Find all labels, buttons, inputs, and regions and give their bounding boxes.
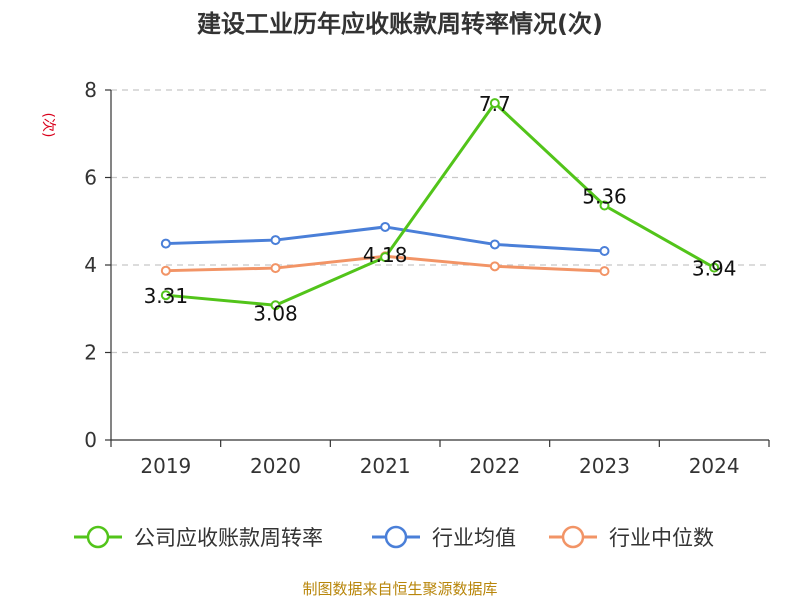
x-tick-label-2020: 2020 [250,454,301,478]
point-2-2022 [489,261,500,272]
source-note: 制图数据来自恒生聚源数据库 [302,580,497,598]
point-0-2022 [489,98,500,109]
series-1 [160,221,610,256]
y-tick-label-4: 8 [84,78,97,102]
point-1-2022 [489,239,500,250]
x-tick-label-2023: 2023 [579,454,630,478]
series-line-0 [165,101,715,307]
legend: 公司应收账款周转率 行业均值 行业中位数 [74,525,714,550]
y-tick-labels: 0 2 4 6 8 [84,78,97,452]
point-1-2019 [160,238,171,249]
data-label-2022: 7.7 [479,92,511,116]
legend-item-1: 行业均值 [372,525,516,550]
point-0-2019 [160,290,171,301]
point-2-2023 [599,266,610,277]
series-0 [160,98,720,311]
x-tick-label-2024: 2024 [689,454,740,478]
legend-marker-1 [384,525,408,549]
chart-title: 建设工业历年应收账款周转率情况(次) [197,10,603,38]
data-label-2023: 5.36 [582,185,627,209]
point-0-2020 [270,300,281,311]
legend-label-1: 行业均值 [432,526,516,550]
y-tick-label-1: 2 [84,341,97,365]
legend-item-0: 公司应收账款周转率 [74,525,323,550]
point-1-2021 [380,221,391,232]
point-2-2019 [160,265,171,276]
x-tick-label-2022: 2022 [469,454,520,478]
data-label-2020: 3.08 [253,301,298,325]
legend-label-0: 公司应收账款周转率 [134,526,323,550]
x-tick-label-2019: 2019 [140,454,191,478]
data-label-2024: 3.94 [692,257,737,281]
axes [105,89,770,447]
point-2-2020 [270,263,281,274]
series-lines [160,98,720,311]
y-axis-label: (次) [40,113,56,138]
data-label-2021: 4.18 [363,243,408,267]
y-tick-label-0: 0 [84,428,97,452]
legend-marker-2 [561,525,585,549]
legend-item-2: 行业中位数 [549,525,714,550]
point-1-2023 [599,246,610,256]
point-0-2024 [709,262,720,273]
data-label-2019: 3.31 [144,284,189,308]
x-tick-labels: 2019 2020 2021 2022 2023 2024 [140,454,739,478]
y-tick-label-2: 4 [84,253,97,277]
grid-lines [111,89,769,354]
point-0-2023 [599,200,610,211]
legend-marker-0 [86,525,110,549]
y-tick-label-3: 6 [84,166,97,190]
point-0-2021 [380,252,391,263]
point-1-2020 [270,235,281,246]
x-tick-label-2021: 2021 [360,454,411,478]
data-labels: 3.31 3.08 4.18 7.7 5.36 3.94 [144,92,737,325]
legend-label-2: 行业中位数 [609,526,714,550]
